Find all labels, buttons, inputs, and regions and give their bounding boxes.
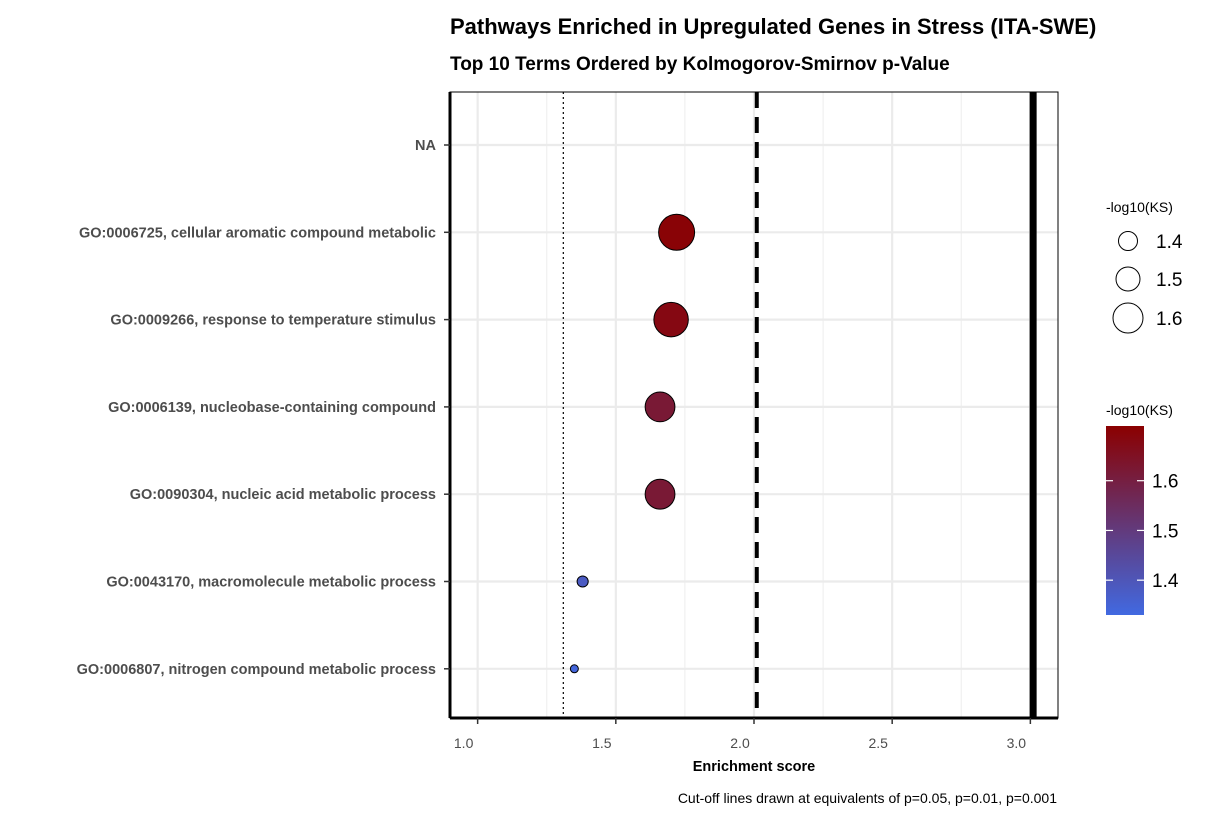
color-legend-label: 1.4 <box>1152 571 1179 592</box>
y-tick-label: GO:0043170, macromolecule metabolic proc… <box>106 575 436 591</box>
size-legend-key <box>1115 266 1141 292</box>
size-legend-title: -log10(KS) <box>1106 199 1173 215</box>
size-legend-label: 1.4 <box>1156 232 1183 253</box>
axes <box>444 91 1059 724</box>
data-point <box>658 213 696 251</box>
chart-title: Pathways Enriched in Upregulated Genes i… <box>450 14 1096 39</box>
chart-caption: Cut-off lines drawn at equivalents of p=… <box>678 790 1057 806</box>
color-legend: -log10(KS) 1.4 1.5 1.6 <box>1106 402 1179 615</box>
color-legend-label: 1.6 <box>1152 472 1178 493</box>
x-tick-label: 1.5 <box>592 735 612 751</box>
y-tick-label: NA <box>415 138 436 154</box>
size-legend-key <box>1118 231 1138 251</box>
y-tick-label: GO:0090304, nucleic acid metabolic proce… <box>130 487 436 503</box>
color-legend-bar <box>1106 426 1144 615</box>
size-legend-label: 1.5 <box>1156 270 1182 291</box>
data-points <box>569 213 696 674</box>
data-point <box>576 575 589 588</box>
size-legend: -log10(KS) 1.4 1.5 1.6 <box>1106 199 1183 334</box>
size-legend-key <box>1112 302 1144 334</box>
data-point <box>644 391 676 423</box>
color-legend-title: -log10(KS) <box>1106 402 1173 418</box>
data-point <box>569 664 579 674</box>
data-point <box>644 478 676 510</box>
cutoff-lines <box>562 92 1037 718</box>
x-tick-label: 2.0 <box>730 735 750 751</box>
x-tick-label: 3.0 <box>1007 735 1027 751</box>
color-legend-label: 1.5 <box>1152 521 1178 542</box>
y-tick-labels: NA GO:0006725, cellular aromatic compound… <box>77 138 437 678</box>
y-tick-label: GO:0009266, response to temperature stim… <box>110 313 436 329</box>
y-tick-label: GO:0006725, cellular aromatic compound m… <box>79 225 436 241</box>
y-tick-label: GO:0006807, nitrogen compound metabolic … <box>77 662 436 678</box>
grid-layer <box>450 92 1058 718</box>
x-tick-labels: 1.0 1.5 2.0 2.5 3.0 <box>454 735 1026 751</box>
x-tick-label: 2.5 <box>868 735 888 751</box>
x-tick-label: 1.0 <box>454 735 474 751</box>
size-legend-label: 1.6 <box>1156 309 1182 330</box>
x-axis-label: Enrichment score <box>693 759 816 775</box>
y-tick-label: GO:0006139, nucleobase-containing compou… <box>108 400 436 416</box>
data-point <box>653 301 689 338</box>
chart-subtitle: Top 10 Terms Ordered by Kolmogorov-Smirn… <box>450 54 950 75</box>
